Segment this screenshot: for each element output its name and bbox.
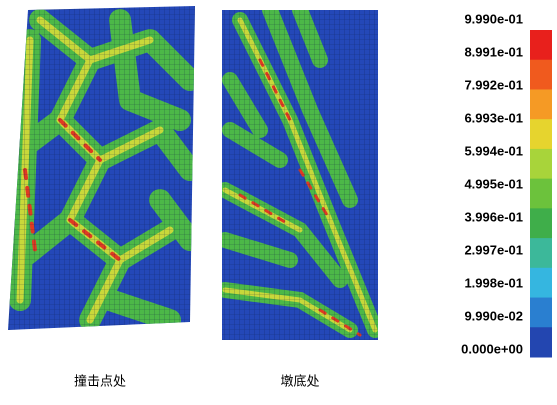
contour-impact [0,0,200,340]
page: 撞击点处 墩底处 9.990e-01 8.991e-01 7.992e-01 6.99… [0,0,557,405]
figure: 撞击点处 墩底处 9.990e-01 8.991e-01 7.992e-01 6.99… [0,0,557,400]
colorbar-label: 9.990e-01 [464,11,523,26]
colorbar-label: 4.995e-01 [464,176,523,191]
caption: 撞击点处 [74,375,126,390]
colorbar-label: 5.994e-01 [464,143,523,158]
colorbar-segment [530,119,552,149]
caption: 墩底处 [280,374,319,390]
colorbar-label: 8.991e-01 [464,44,523,59]
colorbar-label: 3.996e-01 [464,209,523,224]
colorbar-segment [530,208,552,238]
colorbar-label: 6.993e-01 [464,110,523,125]
colorbar-segment [530,149,552,179]
colorbar-label: 0.000e+00 [461,341,523,356]
colorbar-segment [530,298,552,328]
colorbar-label: 9.990e-02 [464,308,523,323]
colorbar-segment [530,238,552,268]
colorbar-segment [530,30,552,60]
colorbar-segment [530,327,552,357]
colorbar-label: 1.998e-01 [464,275,523,290]
colorbar-label: 2.997e-01 [464,242,523,257]
colorbar-segment [530,179,552,209]
colorbar-segment [530,268,552,298]
contour-base [222,10,378,340]
colorbar-label: 7.992e-01 [464,77,523,92]
colorbar-segment [530,89,552,119]
colorbar-segment [530,60,552,90]
